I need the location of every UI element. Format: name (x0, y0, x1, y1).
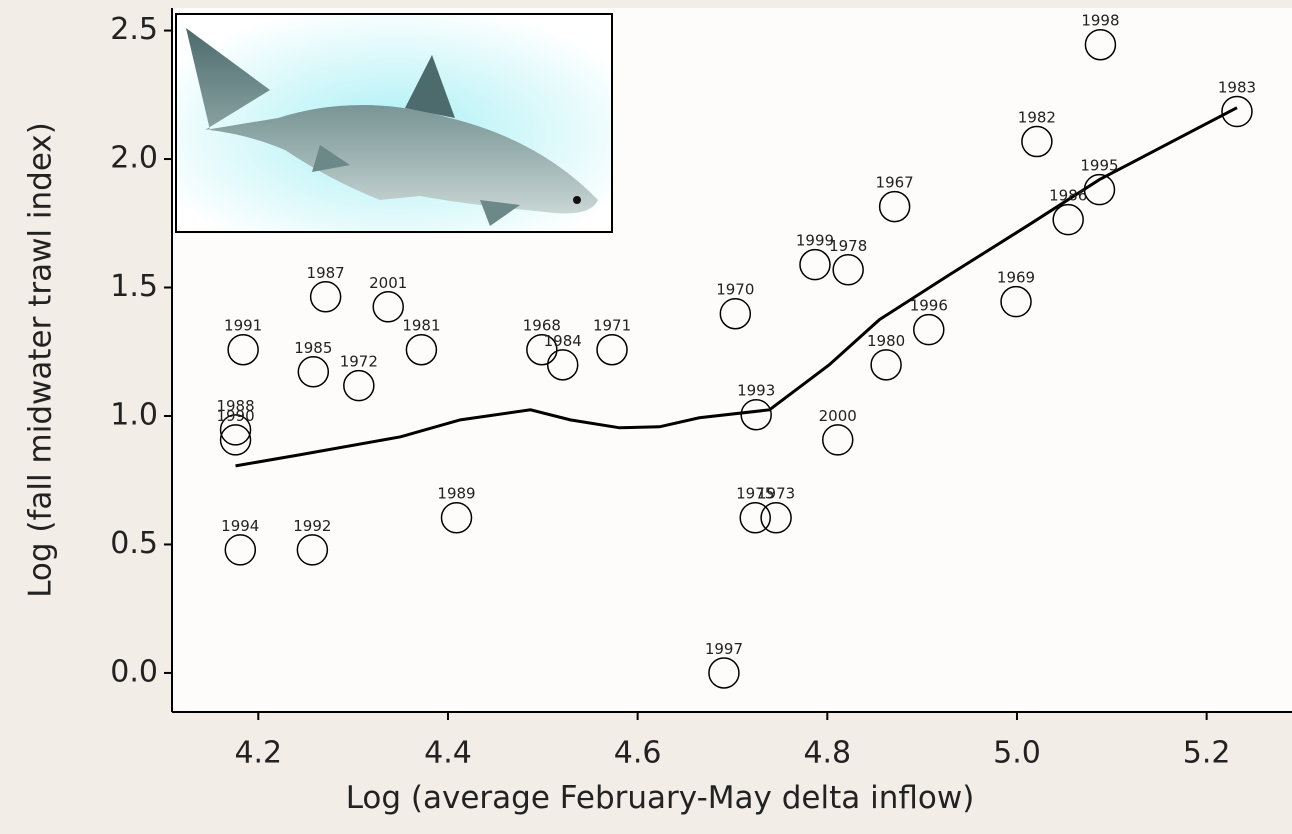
y-tick-label: 1.5 (110, 269, 158, 304)
point-label: 1992 (293, 517, 331, 535)
y-tick-label: 0.0 (110, 654, 158, 689)
y-tick-label: 2.0 (110, 141, 158, 176)
point-label: 1991 (224, 317, 262, 335)
point-label: 1969 (997, 269, 1035, 287)
point-label: 1980 (867, 332, 905, 350)
point-label: 1984 (544, 332, 582, 350)
point-label: 1982 (1018, 109, 1056, 127)
x-tick-label: 5.2 (1183, 736, 1231, 771)
point-label: 1983 (1218, 78, 1256, 96)
point-label: 1971 (593, 317, 631, 335)
x-tick-label: 5.0 (993, 736, 1041, 771)
page: Log (average February-May delta inflow) … (0, 0, 1292, 834)
y-tick-label: 0.5 (110, 526, 158, 561)
x-tick-label: 4.8 (803, 736, 851, 771)
point-label: 1978 (829, 237, 867, 255)
point-label: 2001 (369, 274, 407, 292)
fish-eye (573, 196, 581, 204)
x-tick-label: 4.2 (234, 736, 282, 771)
y-tick-label: 2.5 (110, 12, 158, 47)
point-label: 2000 (819, 407, 857, 425)
x-axis-label: Log (average February-May delta inflow) (346, 780, 975, 816)
x-tick-label: 4.4 (424, 736, 472, 771)
point-label: 1973 (757, 485, 795, 503)
point-label: 1995 (1080, 157, 1118, 175)
point-label: 1987 (307, 264, 345, 282)
point-label: 1993 (737, 382, 775, 400)
y-axis-label: Log (fall midwater trawl index) (23, 122, 59, 598)
point-label: 1981 (402, 317, 440, 335)
point-label: 1994 (221, 517, 259, 535)
x-tick-label: 4.6 (614, 736, 662, 771)
point-label: 1986 (1049, 187, 1087, 205)
y-tick-label: 1.0 (110, 397, 158, 432)
point-label: 1998 (1081, 12, 1119, 30)
point-label: 1997 (705, 640, 743, 658)
fish-inset (176, 14, 612, 232)
point-label: 1970 (716, 281, 754, 299)
point-label: 1990 (216, 407, 254, 425)
chart: Log (average February-May delta inflow) … (0, 0, 1292, 834)
point-label: 1989 (437, 485, 475, 503)
point-label: 1972 (340, 353, 378, 371)
point-label: 1985 (294, 339, 332, 357)
point-label: 1967 (876, 174, 914, 192)
point-label: 1996 (910, 297, 948, 315)
